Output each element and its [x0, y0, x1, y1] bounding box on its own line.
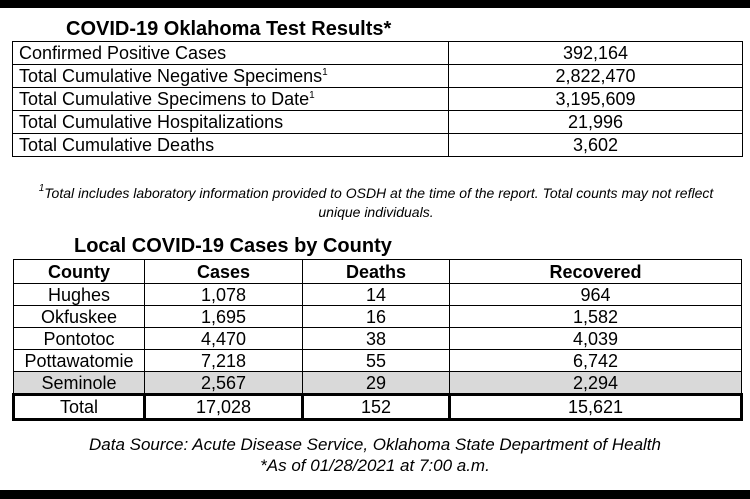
deaths-cell: 29 — [302, 371, 450, 395]
table-header-row: County Cases Deaths Recovered — [13, 259, 742, 284]
table-row-highlighted: Seminole 2,567 29 2,294 — [13, 371, 742, 395]
table-row: Okfuskee 1,695 16 1,582 — [13, 305, 742, 328]
cases-cell: 4,470 — [144, 327, 303, 350]
table-row: Total Cumulative Hospitalizations 21,996 — [12, 110, 743, 134]
column-header: County — [13, 259, 145, 284]
total-recovered: 15,621 — [448, 393, 743, 421]
footnote-marker: 1 — [322, 67, 328, 78]
as-of-line: *As of 01/28/2021 at 7:00 a.m. — [260, 456, 490, 475]
recovered-cell: 2,294 — [449, 371, 742, 395]
table-row: Total Cumulative Deaths 3,602 — [12, 133, 743, 157]
row-label: Total Cumulative Specimens to Date1 — [12, 87, 449, 111]
row-value: 3,195,609 — [448, 87, 743, 111]
footnote-marker: 1 — [309, 90, 315, 101]
recovered-cell: 6,742 — [449, 349, 742, 372]
total-row: Total 17,028 152 15,621 — [12, 393, 743, 421]
footnote: 1Total includes laboratory information p… — [38, 183, 714, 221]
row-label: Total Cumulative Hospitalizations — [12, 110, 449, 134]
recovered-cell: 964 — [449, 283, 742, 306]
data-source-line: Data Source: Acute Disease Service, Okla… — [89, 435, 661, 454]
data-source-note: Data Source: Acute Disease Service, Okla… — [0, 434, 750, 476]
cases-cell: 2,567 — [144, 371, 303, 395]
total-deaths: 152 — [301, 393, 451, 421]
table-row: Hughes 1,078 14 964 — [13, 283, 742, 306]
deaths-cell: 16 — [302, 305, 450, 328]
column-header: Cases — [144, 259, 303, 284]
total-label: Total — [12, 393, 146, 421]
county-table-title: Local COVID-19 Cases by County — [74, 235, 392, 257]
county-name: Okfuskee — [13, 305, 145, 328]
test-results-title: COVID-19 Oklahoma Test Results* — [66, 18, 392, 40]
column-header: Recovered — [449, 259, 742, 284]
recovered-cell: 4,039 — [449, 327, 742, 350]
cases-cell: 1,078 — [144, 283, 303, 306]
footnote-marker: 1 — [38, 183, 45, 194]
table-row: Total Cumulative Specimens to Date1 3,19… — [12, 87, 743, 111]
county-name: Hughes — [13, 283, 145, 306]
row-label: Total Cumulative Negative Specimens1 — [12, 64, 449, 88]
row-label: Total Cumulative Deaths — [12, 133, 449, 157]
county-name: Seminole — [13, 371, 145, 395]
recovered-cell: 1,582 — [449, 305, 742, 328]
cases-cell: 1,695 — [144, 305, 303, 328]
row-label: Confirmed Positive Cases — [12, 41, 449, 65]
table-row: Confirmed Positive Cases 392,164 — [12, 41, 743, 65]
table-row: Pontotoc 4,470 38 4,039 — [13, 327, 742, 350]
row-value: 3,602 — [448, 133, 743, 157]
county-name: Pontotoc — [13, 327, 145, 350]
deaths-cell: 14 — [302, 283, 450, 306]
deaths-cell: 55 — [302, 349, 450, 372]
test-results-table: Confirmed Positive Cases 392,164 Total C… — [12, 41, 743, 157]
report-sheet: COVID-19 Oklahoma Test Results* Confirme… — [0, 8, 750, 490]
column-header: Deaths — [302, 259, 450, 284]
county-name: Pottawatomie — [13, 349, 145, 372]
cases-cell: 7,218 — [144, 349, 303, 372]
county-cases-table: County Cases Deaths Recovered Hughes 1,0… — [12, 259, 743, 421]
deaths-cell: 38 — [302, 327, 450, 350]
row-value: 2,822,470 — [448, 64, 743, 88]
table-row: Total Cumulative Negative Specimens1 2,8… — [12, 64, 743, 88]
total-cases: 17,028 — [143, 393, 304, 421]
row-value: 21,996 — [448, 110, 743, 134]
row-value: 392,164 — [448, 41, 743, 65]
table-row: Pottawatomie 7,218 55 6,742 — [13, 349, 742, 372]
